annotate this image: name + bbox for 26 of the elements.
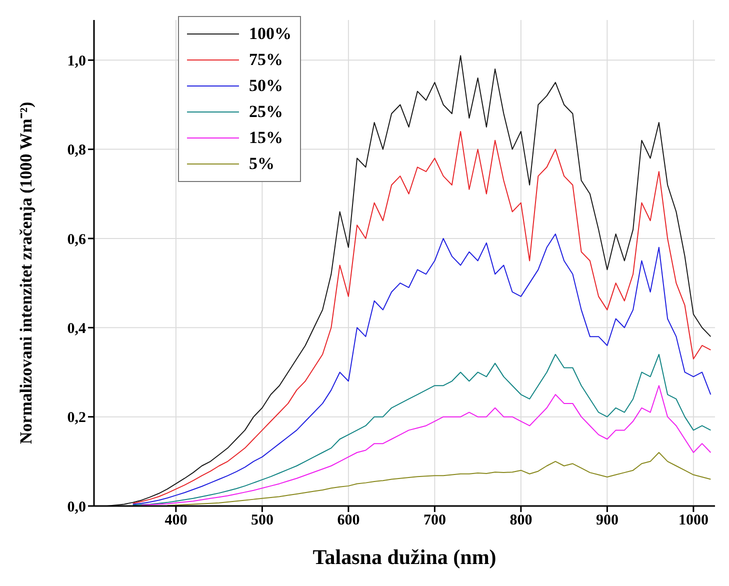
x-tick-label: 900 [596,512,618,529]
x-axis-title: Talasna dužina (nm) [312,545,496,569]
y-tick-label: 1,0 [67,53,86,70]
x-tick-label: 1000 [678,512,708,529]
legend-label: 75% [249,50,283,70]
y-tick-label: 0,6 [67,232,86,248]
x-tick-label: 500 [250,512,274,529]
legend-label: 100% [249,24,292,44]
line-series [132,234,712,505]
y-axis-title: Normalizovani intenzitet zračenja (1000 Wm⁻²) [16,102,36,444]
y-tick-label: 0,2 [67,410,86,426]
y-tick-label: 0,8 [67,142,86,159]
y-tick-label: 0,4 [67,320,86,337]
line-series [166,452,712,506]
x-tick-label: 700 [423,512,446,529]
x-tick-label: 400 [164,512,188,529]
line-series [132,130,712,504]
x-tick-label: 800 [510,512,532,529]
line-series [132,354,712,506]
line-series [140,385,712,506]
y-tick-label: 0,0 [67,499,86,516]
x-tick-label: 600 [337,512,360,529]
legend-label: 15% [249,128,283,148]
legend-label: 25% [249,102,283,122]
legend-label: 5% [249,154,274,174]
legend-label: 50% [249,76,283,96]
